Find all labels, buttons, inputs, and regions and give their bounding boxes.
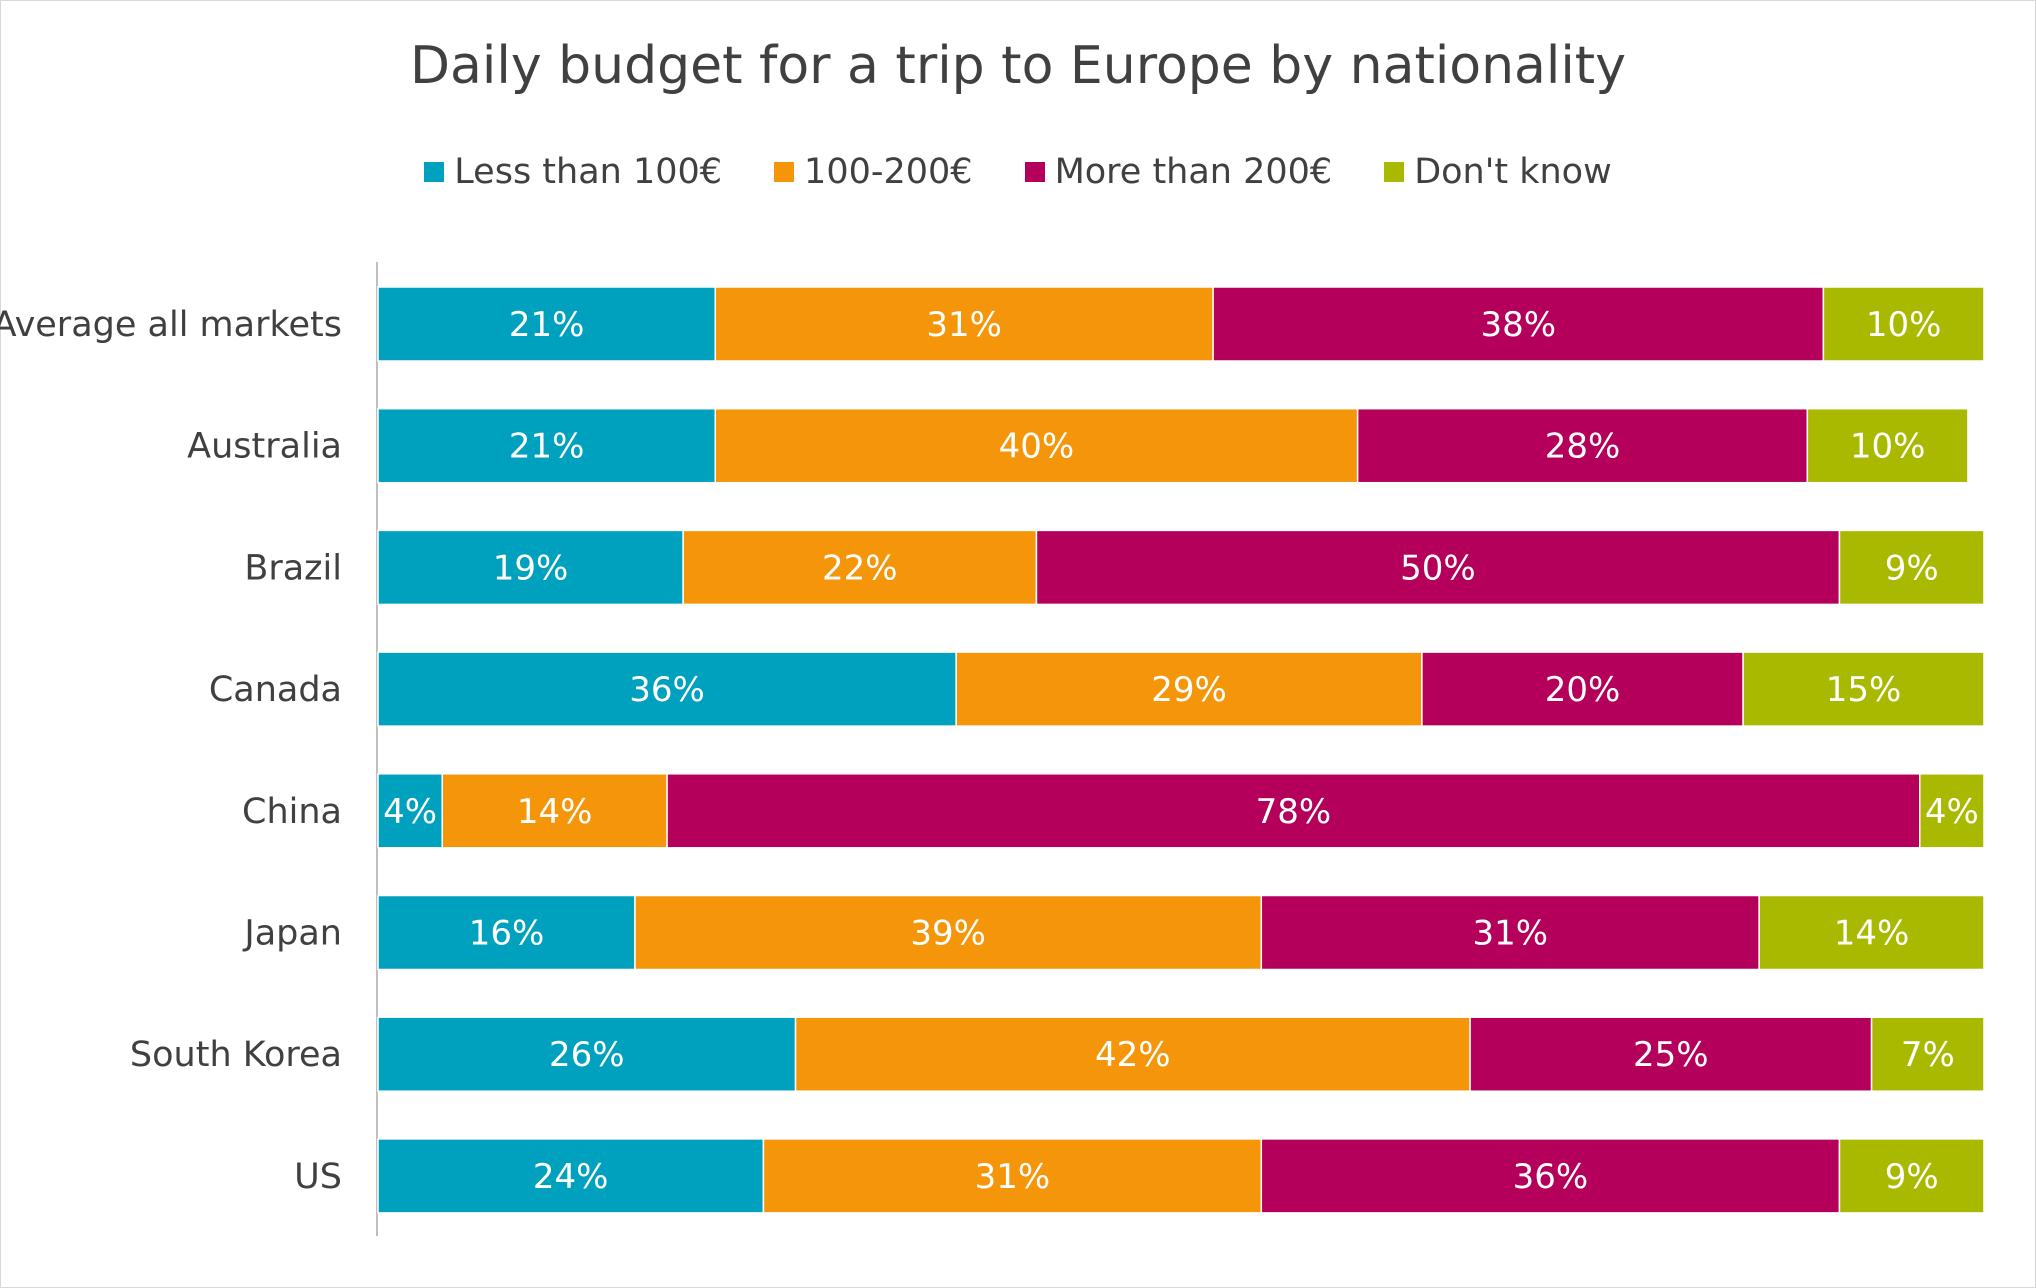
data-label: 25% bbox=[1633, 1035, 1709, 1075]
data-label: 14% bbox=[517, 792, 593, 832]
data-label: 9% bbox=[1885, 548, 1939, 588]
data-label: 31% bbox=[926, 305, 1002, 345]
data-label: 39% bbox=[910, 914, 986, 954]
data-label: 36% bbox=[629, 670, 705, 710]
category-label: Brazil bbox=[244, 548, 342, 588]
chart-title: Daily budget for a trip to Europe by nat… bbox=[410, 36, 1626, 96]
bar-segment bbox=[1035, 529, 1841, 606]
legend-item-less-than-100: Less than 100€ bbox=[424, 152, 722, 192]
data-label: 22% bbox=[822, 548, 898, 588]
legend: Less than 100€ 100-200€ More than 200€ D… bbox=[0, 152, 2036, 192]
data-label: 38% bbox=[1480, 305, 1556, 345]
category-label: Average all markets bbox=[0, 305, 342, 345]
bar-segment bbox=[682, 529, 1038, 606]
data-label: 40% bbox=[999, 427, 1075, 467]
data-label: 26% bbox=[549, 1035, 625, 1075]
data-label: 9% bbox=[1885, 1157, 1939, 1197]
legend-label: More than 200€ bbox=[1054, 152, 1333, 192]
data-label: 42% bbox=[1095, 1035, 1171, 1075]
category-label: Australia bbox=[187, 427, 342, 467]
data-label: 7% bbox=[1901, 1035, 1955, 1075]
bar-segment bbox=[762, 1138, 1263, 1214]
category-label: Canada bbox=[209, 670, 342, 710]
bar-segment bbox=[1260, 1138, 1841, 1214]
bar-segment bbox=[377, 651, 957, 727]
data-label: 20% bbox=[1545, 670, 1621, 710]
data-label: 36% bbox=[1513, 1157, 1589, 1197]
category-label: Japan bbox=[242, 914, 342, 954]
data-label: 15% bbox=[1826, 670, 1902, 710]
bar-segment bbox=[377, 529, 684, 606]
data-label: 4% bbox=[383, 792, 437, 832]
data-label: 78% bbox=[1256, 792, 1332, 832]
legend-label: 100-200€ bbox=[804, 152, 973, 192]
bar-segment bbox=[1421, 651, 1744, 727]
data-label: 14% bbox=[1834, 914, 1910, 954]
bar-segment bbox=[441, 773, 668, 849]
data-label: 24% bbox=[533, 1157, 609, 1197]
bar-segment bbox=[1260, 894, 1760, 971]
data-label: 10% bbox=[1866, 305, 1942, 345]
bar-segment bbox=[1838, 529, 1985, 606]
category-label: South Korea bbox=[130, 1035, 342, 1075]
bar-segment bbox=[377, 894, 636, 971]
category-label: China bbox=[242, 792, 342, 832]
legend-label: Don't know bbox=[1414, 152, 1612, 192]
bar-segment bbox=[1742, 651, 1985, 727]
bar-segment bbox=[1822, 286, 1985, 362]
bar-segment bbox=[1469, 1016, 1873, 1092]
data-label: 10% bbox=[1850, 427, 1926, 467]
bar-segment bbox=[714, 286, 1214, 362]
legend-item-100-200: 100-200€ bbox=[774, 152, 973, 192]
bar-segment bbox=[1212, 286, 1825, 362]
bar-segment bbox=[377, 1138, 765, 1214]
data-label: 19% bbox=[493, 548, 569, 588]
bar-segment bbox=[377, 773, 443, 849]
data-label: 31% bbox=[1472, 914, 1548, 954]
bar-segment bbox=[955, 651, 1423, 727]
legend-label: Less than 100€ bbox=[454, 152, 723, 192]
legend-item-dont-know: Don't know bbox=[1384, 152, 1612, 192]
legend-item-more-than-200: More than 200€ bbox=[1024, 152, 1333, 192]
bar-segment bbox=[1838, 1138, 1985, 1214]
bar-segment bbox=[714, 407, 1359, 484]
bar-segment bbox=[1919, 773, 1985, 849]
data-label: 21% bbox=[509, 427, 585, 467]
legend-swatch bbox=[424, 162, 445, 182]
data-label: 21% bbox=[509, 305, 585, 345]
data-label: 50% bbox=[1400, 548, 1476, 588]
data-label: 31% bbox=[975, 1157, 1051, 1197]
bar-segment bbox=[794, 1016, 1471, 1092]
bar-segment bbox=[1758, 894, 1985, 971]
category-label: US bbox=[294, 1157, 342, 1197]
bar-segment bbox=[377, 1016, 797, 1092]
legend-swatch bbox=[774, 162, 795, 182]
data-label: 4% bbox=[1925, 792, 1979, 832]
bar-segment bbox=[666, 773, 1921, 849]
bar-segment bbox=[377, 407, 717, 484]
legend-swatch bbox=[1024, 162, 1045, 182]
bar-segment bbox=[634, 894, 1263, 971]
legend-swatch bbox=[1384, 162, 1405, 182]
bar-segment bbox=[1870, 1016, 1985, 1092]
bar-segment bbox=[1356, 407, 1809, 484]
data-label: 29% bbox=[1151, 670, 1227, 710]
data-label: 16% bbox=[469, 914, 545, 954]
data-label: 28% bbox=[1545, 427, 1621, 467]
bar-segment bbox=[1806, 407, 1969, 484]
